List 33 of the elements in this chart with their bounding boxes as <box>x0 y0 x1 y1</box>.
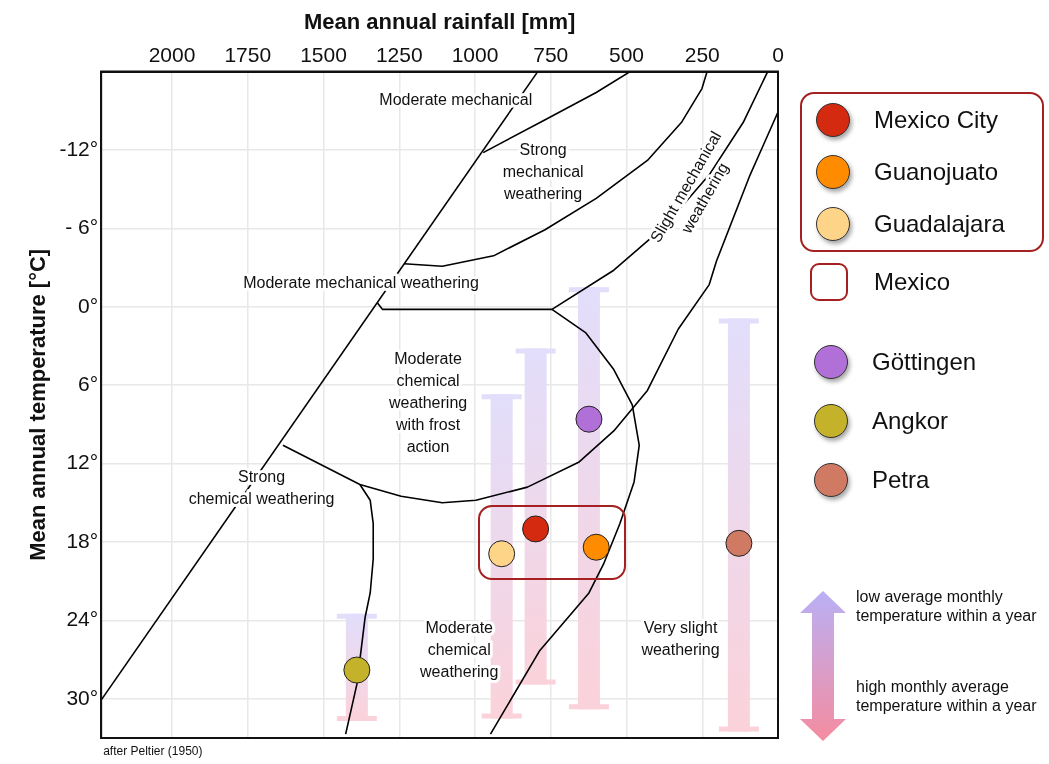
annotation: Strong mechanical weathering <box>502 140 584 202</box>
legend-label: Mexico City <box>874 106 999 134</box>
y-tick-label: 30° <box>66 685 99 709</box>
y-axis-title: Mean annual temperature [°C] <box>25 248 51 561</box>
x-tick-label: 2000 <box>148 42 196 66</box>
x-tick-label: 750 <box>533 42 569 66</box>
x-tick-label: 1250 <box>375 42 423 66</box>
y-tick-label: - 6° <box>65 215 99 239</box>
y-tick-label: 0° <box>78 293 99 317</box>
legend-label: Angkor <box>872 406 949 435</box>
annotation: Moderate chemical weathering <box>419 619 499 681</box>
x-tick-label: 250 <box>684 42 720 66</box>
legend-label: Guadalajara <box>874 210 1005 238</box>
annotation: Moderate chemical weathering with frost action <box>387 349 468 455</box>
x-tick-label: 500 <box>608 42 645 66</box>
text: high monthly average temperature within a year <box>856 677 1038 715</box>
annotation: Very slight weathering <box>640 619 720 659</box>
legend-label: Guanojuato <box>874 158 999 186</box>
y-tick-label: -12° <box>59 136 99 160</box>
x-tick-label: 1750 <box>224 42 272 66</box>
x-tick-label: 1000 <box>451 42 499 66</box>
x-tick-label: 0 <box>772 42 784 66</box>
text: Mexico <box>874 268 951 296</box>
y-tick-label: 18° <box>66 528 99 552</box>
x-tick-label: 1500 <box>300 42 347 66</box>
legend-label: Petra <box>872 465 930 494</box>
text: after Peltier (1950) <box>103 744 203 759</box>
y-tick-label: 6° <box>78 372 99 395</box>
y-tick-label: 12° <box>66 450 99 474</box>
legend-label: Göttingen <box>872 347 977 376</box>
x-axis-title: Mean annual rainfall [mm] <box>303 9 576 35</box>
text: low average monthly temperature within a year <box>856 587 1038 625</box>
y-tick-label: 24° <box>66 607 99 631</box>
